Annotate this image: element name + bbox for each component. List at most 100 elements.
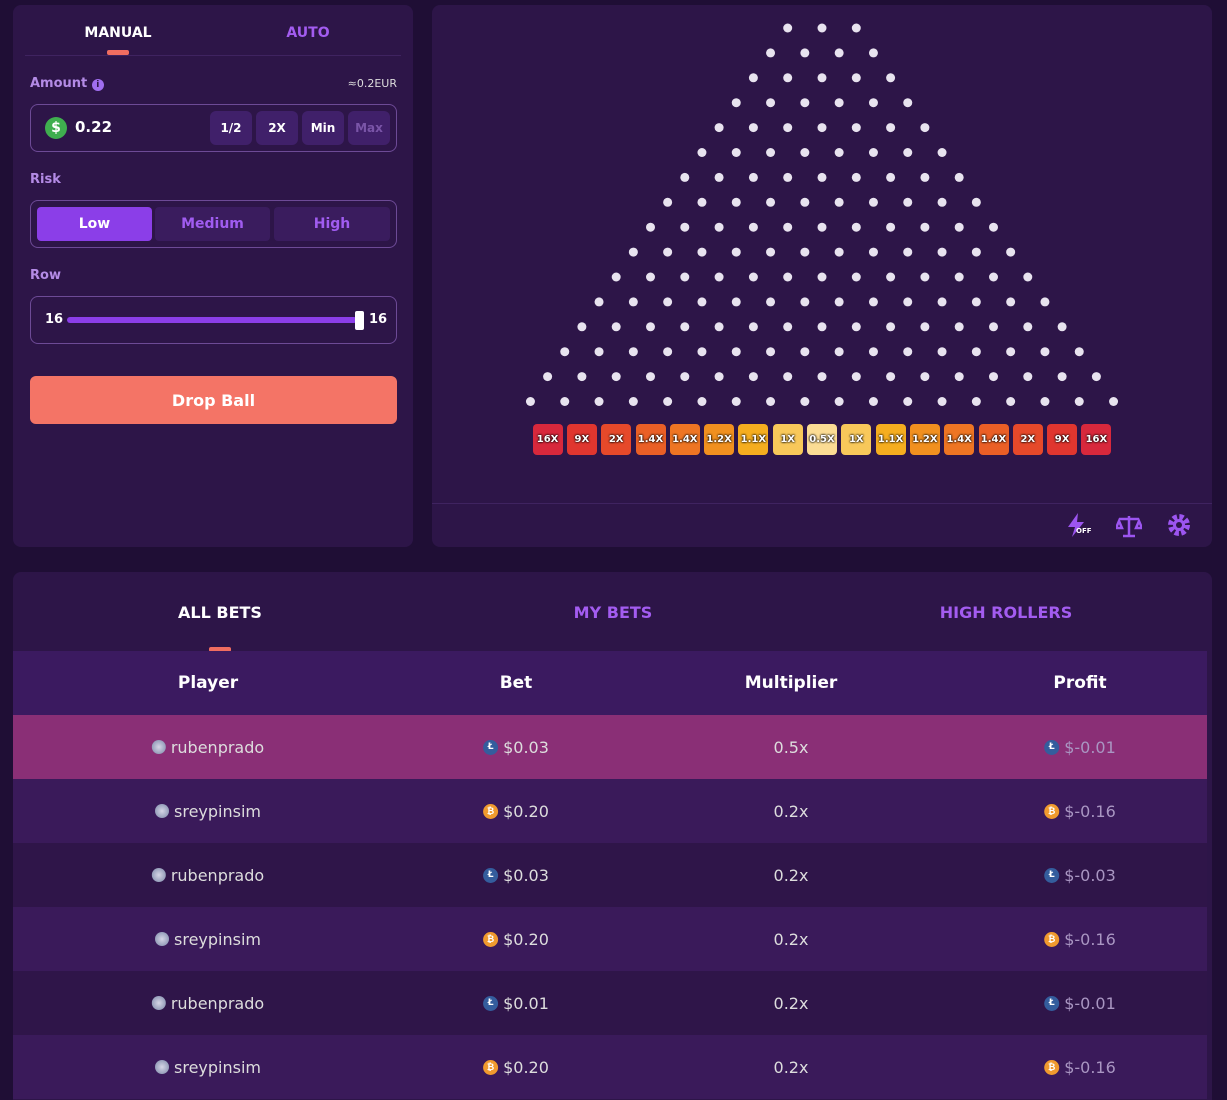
peg — [543, 372, 553, 382]
row-slider-thumb[interactable] — [355, 311, 364, 330]
auto-tab[interactable]: AUTO — [286, 25, 330, 41]
peg — [594, 297, 604, 307]
fairness-icon[interactable] — [1116, 513, 1142, 539]
profit-cell: Ł $-0.01 — [1044, 715, 1116, 779]
peg — [971, 297, 981, 307]
controls-panel: MANUAL AUTO Amount i ≈0.2EUR $ 0.22 1/2 … — [13, 5, 413, 547]
max-button[interactable]: Max — [348, 111, 390, 145]
peg — [817, 23, 827, 33]
settings-icon[interactable] — [1167, 513, 1191, 537]
amount-input[interactable]: $ 0.22 1/2 2X Min Max — [30, 104, 397, 152]
multiplier-cell: 0.2x — [773, 929, 809, 949]
turbo-button[interactable]: OFF — [1066, 513, 1092, 539]
player-name: sreypinsim — [174, 1057, 261, 1077]
player-name: sreypinsim — [174, 929, 261, 949]
profit-cell: Ł $-0.01 — [1044, 971, 1116, 1035]
turbo-badge: OFF — [1076, 527, 1092, 535]
peg — [680, 222, 690, 232]
header-profit: Profit — [1053, 673, 1107, 693]
bet-amount: $0.03 — [503, 865, 549, 885]
multiplier-bucket: 1.4X — [978, 424, 1009, 455]
peg — [868, 48, 878, 58]
risk-medium[interactable]: Medium — [155, 207, 270, 241]
coin-icon: ₿ — [483, 931, 499, 947]
peg — [1109, 397, 1119, 406]
peg — [834, 347, 844, 357]
peg — [680, 272, 690, 282]
peg — [731, 197, 741, 207]
peg — [1006, 247, 1016, 257]
peg — [937, 247, 947, 257]
double-button[interactable]: 2X — [256, 111, 298, 145]
half-button[interactable]: 1/2 — [210, 111, 252, 145]
peg — [886, 172, 896, 182]
amount-label: Amount i — [30, 76, 104, 91]
player-name: rubenprado — [170, 993, 265, 1013]
divider — [432, 503, 1212, 504]
peg — [851, 172, 861, 182]
high-rollers-tab[interactable]: HIGH ROLLERS — [939, 603, 1073, 622]
multiplier-bucket: 2X — [1012, 424, 1043, 455]
peg — [903, 297, 913, 307]
peg — [1074, 347, 1084, 357]
bet-amount: $0.01 — [503, 993, 549, 1013]
divider — [25, 55, 401, 56]
all-bets-tab[interactable]: ALL BETS — [178, 603, 262, 622]
peg — [937, 148, 947, 157]
peg — [783, 272, 793, 282]
min-button[interactable]: Min — [302, 111, 344, 145]
multiplier-bucket: 0.5X — [807, 424, 837, 455]
peg — [766, 347, 776, 357]
peg — [886, 272, 896, 282]
bet-row: rubenprado Ł $0.01 0.2x Ł $-0.01 — [13, 971, 1207, 1035]
peg — [834, 247, 844, 257]
player-cell: rubenprado — [151, 715, 265, 779]
drop-ball-button[interactable]: Drop Ball — [30, 376, 397, 424]
peg — [1040, 297, 1050, 307]
peg — [1023, 272, 1033, 282]
peg — [817, 123, 827, 133]
player-cell: rubenprado — [151, 971, 265, 1035]
peg — [800, 148, 810, 157]
multiplier-bucket: 1.2X — [909, 424, 940, 455]
row-slider-track[interactable] — [67, 317, 357, 323]
peg — [783, 222, 793, 232]
bet-row: sreypinsim ₿ $0.20 0.2x ₿ $-0.16 — [13, 779, 1207, 843]
peg — [663, 347, 673, 357]
risk-low[interactable]: Low — [37, 207, 152, 241]
row-label: Row — [30, 268, 61, 283]
info-icon[interactable]: i — [91, 79, 104, 91]
peg — [697, 247, 707, 257]
avatar-icon — [155, 932, 170, 946]
player-name: rubenprado — [170, 737, 265, 757]
peg — [748, 73, 758, 83]
table-header: Player Bet Multiplier Profit — [13, 651, 1207, 715]
peg — [783, 23, 793, 33]
lightning-icon — [1068, 513, 1084, 537]
bet-cell: Ł $0.03 — [483, 715, 549, 779]
peg — [731, 247, 741, 257]
coin-icon: Ł — [1044, 867, 1060, 883]
peg — [560, 397, 570, 406]
peg — [783, 172, 793, 182]
peg — [834, 297, 844, 307]
peg — [868, 148, 878, 157]
peg — [783, 372, 793, 382]
peg — [748, 322, 758, 332]
player-cell: sreypinsim — [155, 779, 261, 843]
peg — [646, 372, 655, 382]
peg — [766, 297, 776, 307]
risk-high[interactable]: High — [274, 207, 390, 241]
peg — [731, 297, 741, 307]
peg — [903, 148, 913, 157]
bet-row: rubenprado Ł $0.03 0.2x Ł $-0.03 — [13, 843, 1207, 907]
peg — [851, 222, 861, 232]
peg — [628, 297, 638, 307]
bet-amount: $0.20 — [503, 1057, 549, 1077]
manual-tab[interactable]: MANUAL — [84, 25, 152, 41]
my-bets-tab[interactable]: MY BETS — [573, 603, 653, 622]
peg — [989, 322, 998, 332]
peg — [731, 397, 741, 406]
peg — [920, 272, 930, 282]
peg — [766, 197, 776, 207]
